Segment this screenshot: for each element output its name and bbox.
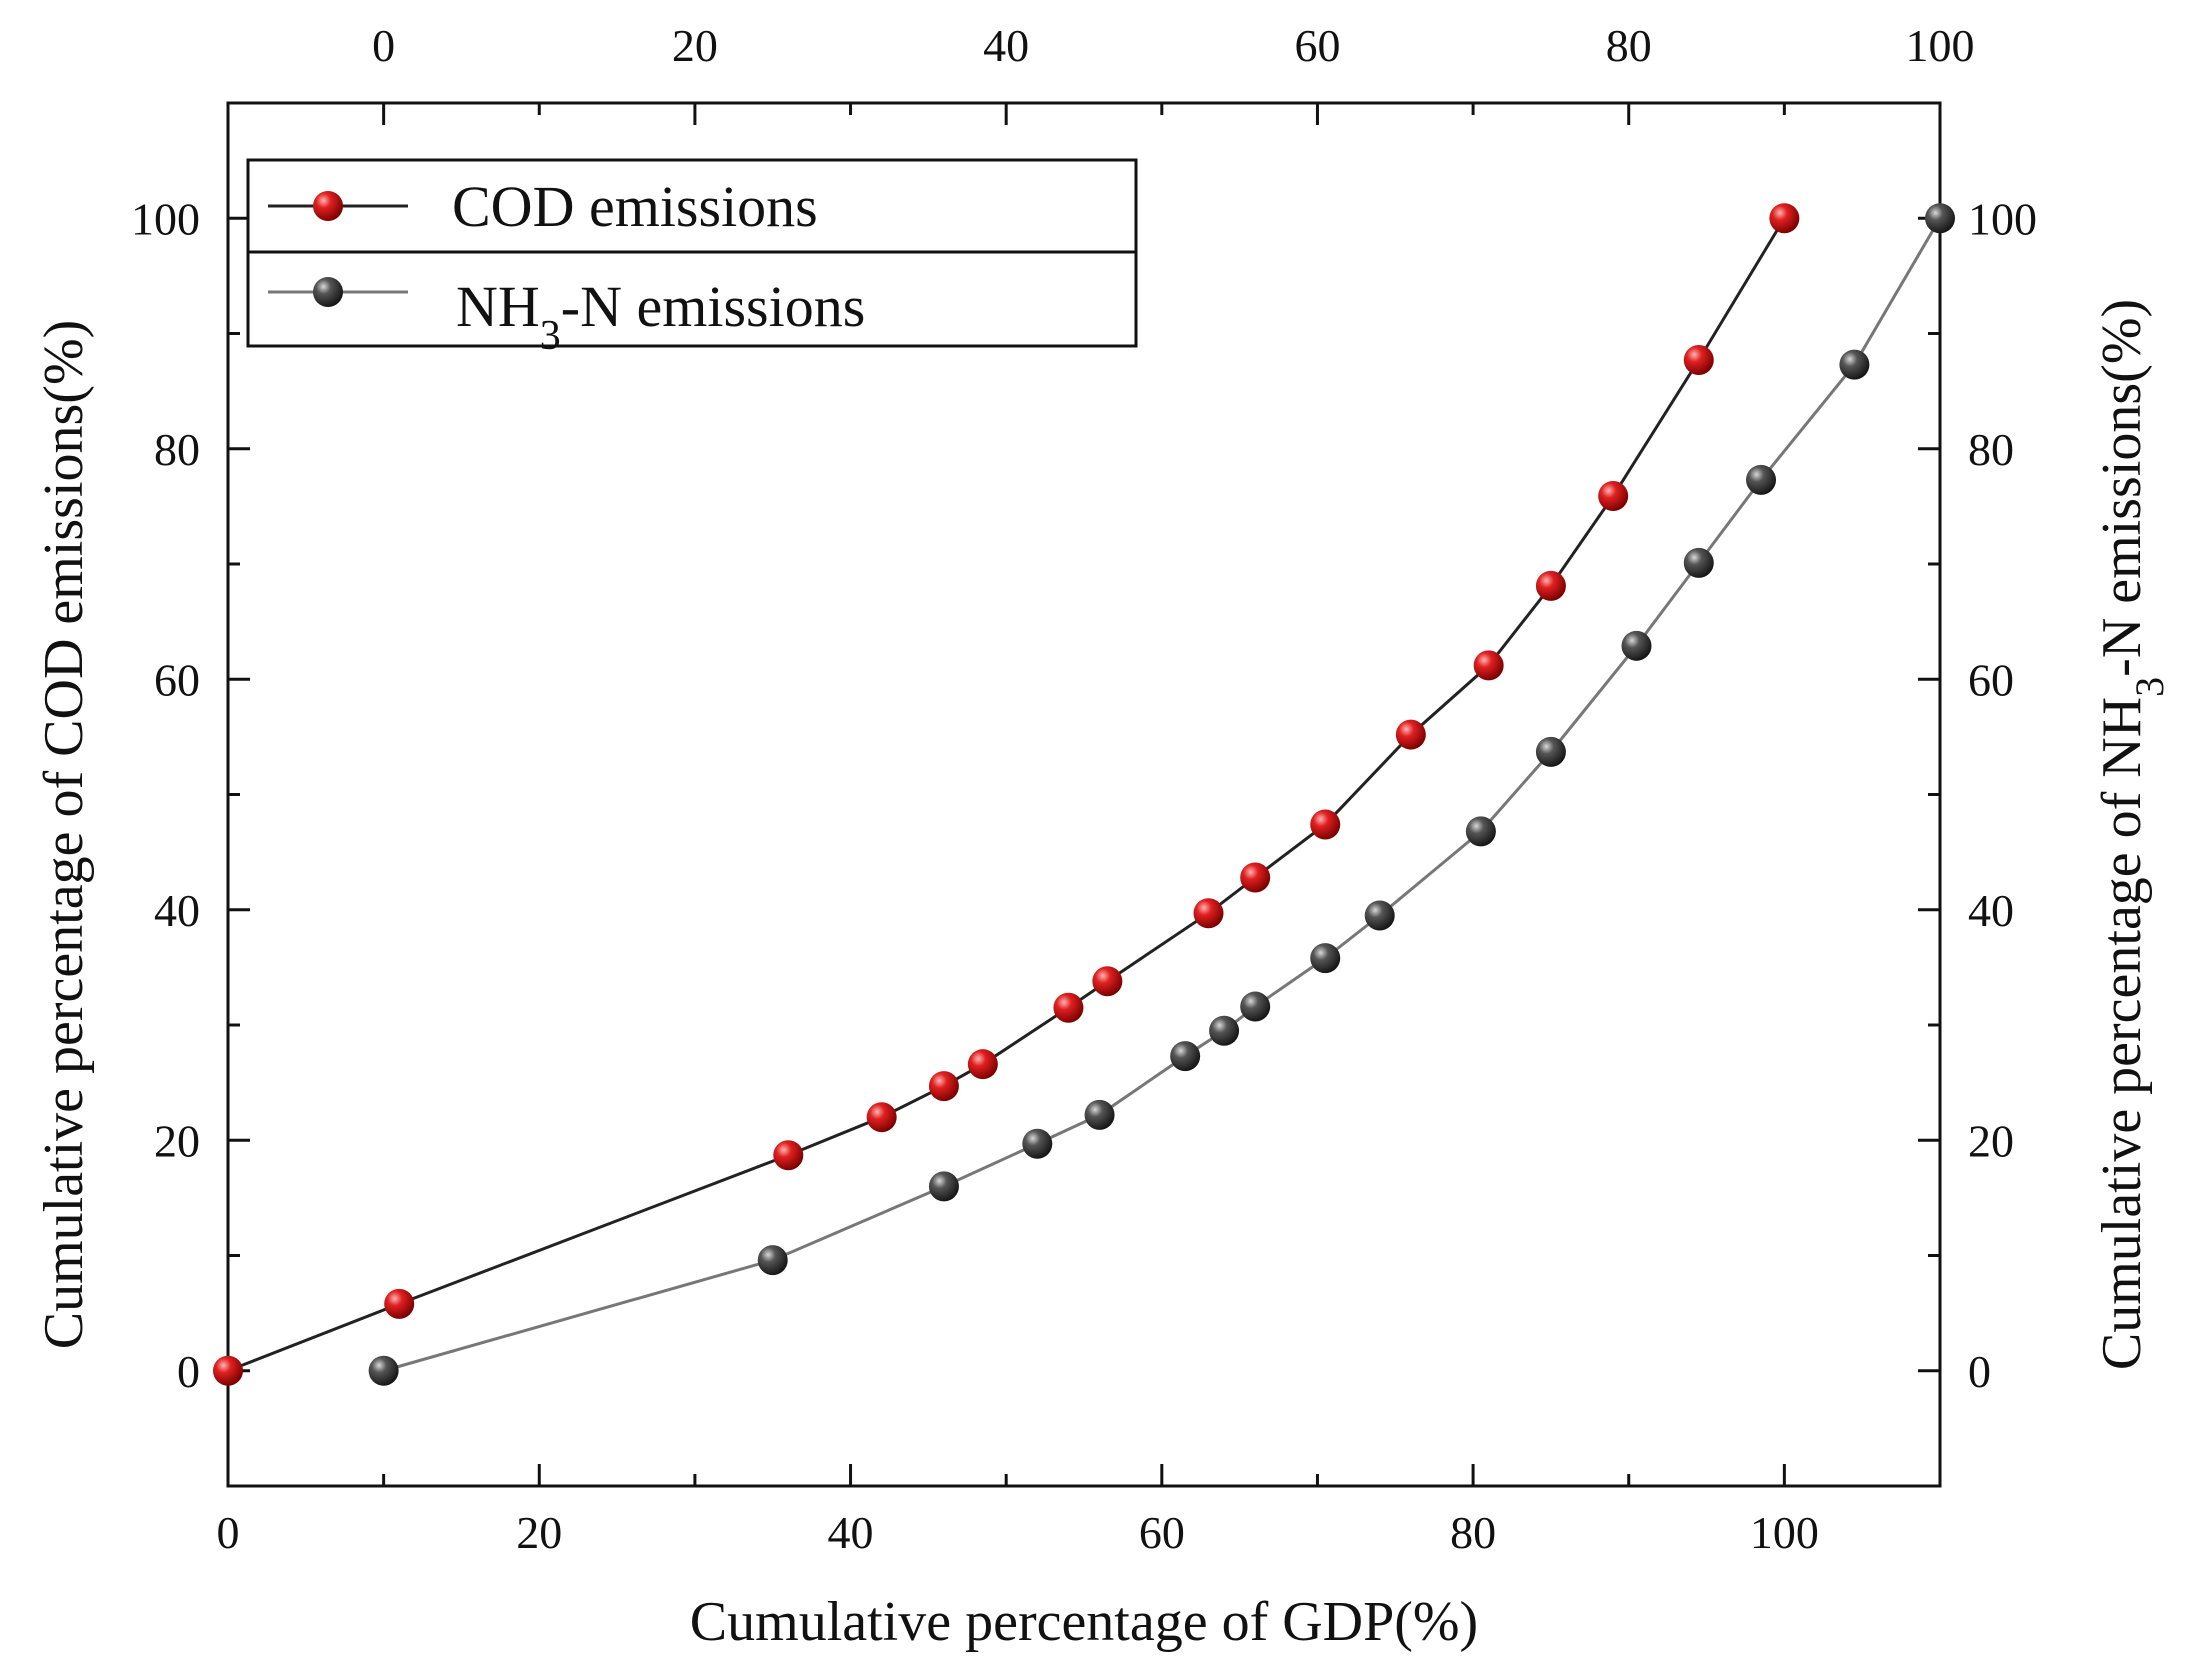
data-point-nh3n bbox=[1364, 900, 1395, 931]
x-axis-title: Cumulative percentage of GDP(%) bbox=[690, 1591, 1478, 1653]
y-right-tick-label: 20 bbox=[1968, 1115, 2014, 1166]
data-point-nh3n bbox=[1465, 816, 1496, 847]
x-top-tick-label: 80 bbox=[1606, 20, 1652, 71]
plot-area: 0 20 40 60 80 100 0 20 40 60 80 100 0 20 40 60 80 100 0 20 4… bbox=[131, 20, 2037, 1558]
data-point-cod bbox=[384, 1288, 415, 1319]
y-left-tick-label: 80 bbox=[154, 424, 200, 475]
y-left-tick-label: 0 bbox=[177, 1346, 200, 1397]
data-point-cod bbox=[213, 1355, 243, 1386]
data-point-nh3n bbox=[1925, 203, 1955, 234]
x-bottom-tick-label: 100 bbox=[1750, 1507, 1819, 1558]
y-axis-title-right-subscript: 3 bbox=[2127, 677, 2172, 697]
data-point-cod bbox=[1310, 809, 1341, 840]
x-bottom-tick-label: 40 bbox=[828, 1507, 874, 1558]
x-top-tick-label: 40 bbox=[983, 20, 1029, 71]
legend-marker-cod bbox=[313, 191, 343, 221]
data-point-cod bbox=[773, 1140, 804, 1171]
y-axis-title-right-prefix: Cumulative percentage of NH bbox=[2091, 697, 2153, 1370]
y-right-tick-label: 0 bbox=[1968, 1346, 1991, 1397]
x-top-tick-label: 0 bbox=[372, 20, 395, 71]
data-point-cod bbox=[967, 1049, 998, 1080]
data-point-nh3n bbox=[1310, 943, 1341, 974]
x-bottom-tick-label: 60 bbox=[1139, 1507, 1185, 1558]
x-top-tick-label: 60 bbox=[1294, 20, 1340, 71]
data-point-nh3n bbox=[1621, 630, 1652, 661]
data-point-nh3n bbox=[1209, 1015, 1240, 1046]
data-point-nh3n bbox=[1535, 736, 1566, 767]
series-layer bbox=[213, 203, 1955, 1386]
data-point-cod bbox=[1598, 481, 1629, 512]
data-point-cod bbox=[1053, 992, 1084, 1023]
data-point-nh3n bbox=[368, 1355, 399, 1386]
legend-label-nh3n: NH3-N emissions bbox=[456, 274, 865, 359]
x-bottom-tick-label: 20 bbox=[516, 1507, 562, 1558]
data-point-nh3n bbox=[1022, 1128, 1053, 1159]
data-point-cod bbox=[1535, 570, 1566, 601]
series-line-cod bbox=[227, 217, 1786, 1373]
y-axis-title-right-suffix: -N emissions(%) bbox=[2091, 299, 2153, 677]
data-point-cod bbox=[1193, 898, 1224, 929]
legend-marker-nh3n bbox=[313, 277, 343, 307]
data-point-cod bbox=[1473, 650, 1504, 681]
data-point-nh3n bbox=[757, 1245, 788, 1276]
legend-label-cod: COD emissions bbox=[452, 174, 818, 239]
data-point-cod bbox=[866, 1102, 897, 1133]
legend-label-nh3n-subscript: 3 bbox=[540, 313, 561, 359]
data-point-cod bbox=[1395, 719, 1426, 750]
data-point-cod bbox=[1092, 966, 1123, 997]
data-point-nh3n bbox=[1746, 464, 1777, 495]
x-top-tick-label: 100 bbox=[1906, 20, 1975, 71]
data-point-nh3n bbox=[1839, 349, 1870, 380]
data-point-cod bbox=[1769, 203, 1800, 234]
y-left-tick-label: 100 bbox=[131, 193, 200, 244]
data-point-cod bbox=[1683, 345, 1714, 376]
y-right-tick-label: 100 bbox=[1968, 193, 2037, 244]
legend-label-nh3n-prefix: NH bbox=[456, 274, 540, 339]
data-point-nh3n bbox=[928, 1171, 959, 1202]
x-bottom-tick-label: 0 bbox=[217, 1507, 240, 1558]
x-bottom-tick-label: 80 bbox=[1450, 1507, 1496, 1558]
data-point-nh3n bbox=[1683, 547, 1714, 578]
data-point-nh3n bbox=[1240, 991, 1271, 1022]
series-line-nh3n bbox=[383, 217, 1942, 1373]
data-point-cod bbox=[928, 1071, 959, 1102]
y-left-tick-label: 20 bbox=[154, 1115, 200, 1166]
x-top-tick-label: 20 bbox=[672, 20, 718, 71]
data-point-nh3n bbox=[1170, 1041, 1201, 1072]
y-right-tick-label: 40 bbox=[1968, 885, 2014, 936]
legend-label-nh3n-suffix: -N emissions bbox=[561, 274, 866, 339]
y-axis-title-left: Cumulative percentage of COD emissions(%… bbox=[33, 320, 95, 1350]
data-point-cod bbox=[1240, 862, 1271, 893]
legend: COD emissions NH3-N emissions bbox=[246, 158, 1138, 359]
legend-label-cod-prefix: COD emissions bbox=[452, 174, 818, 239]
y-axis-title-right: Cumulative percentage of NH3-N emissions… bbox=[2091, 299, 2172, 1370]
y-right-tick-label: 80 bbox=[1968, 424, 2014, 475]
data-point-nh3n bbox=[1084, 1099, 1115, 1130]
y-right-tick-label: 60 bbox=[1968, 654, 2014, 705]
legend-box-nh3n bbox=[246, 250, 1138, 348]
y-left-tick-label: 40 bbox=[154, 885, 200, 936]
y-left-tick-label: 60 bbox=[154, 654, 200, 705]
